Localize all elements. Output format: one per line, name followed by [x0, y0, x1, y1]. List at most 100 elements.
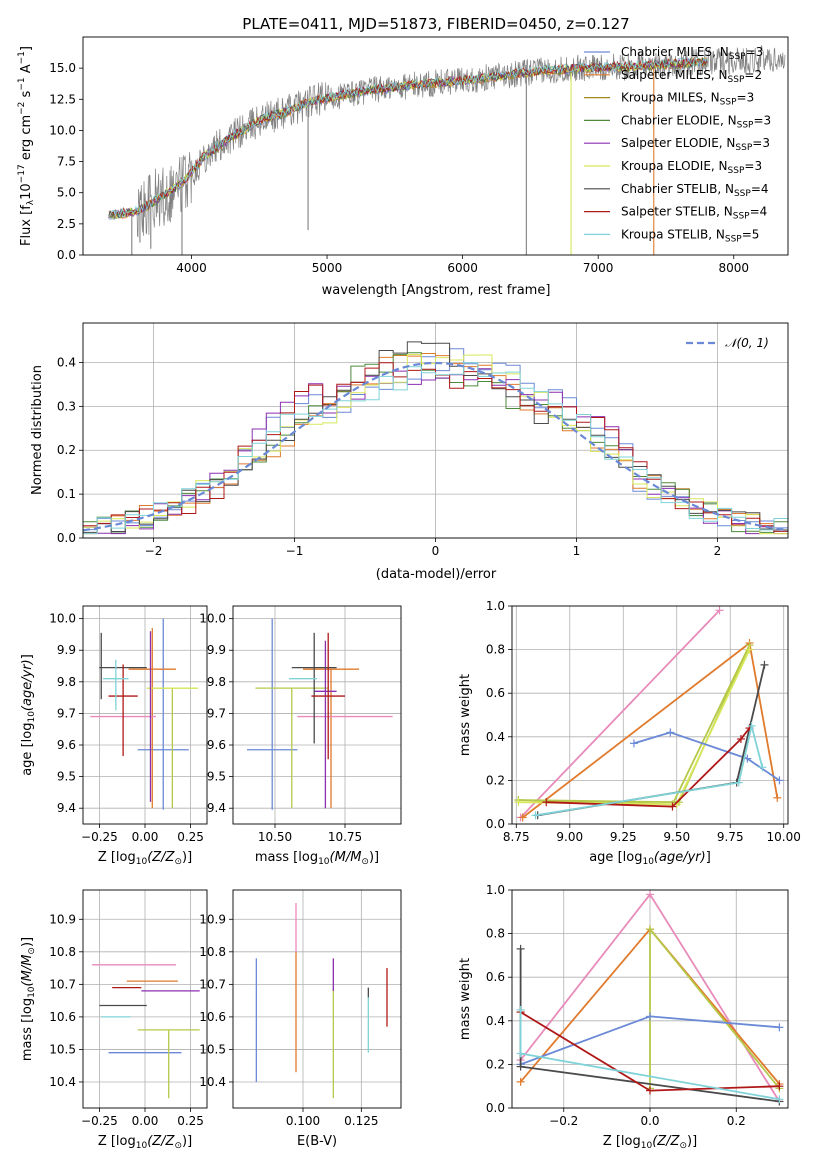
residuals-plot-area: [82, 341, 789, 535]
age-vs-mass-xtick-label: 10.75: [328, 830, 362, 844]
legend-sub: SSP: [737, 120, 754, 130]
legend-sub: SSP: [735, 143, 752, 153]
xlabel-sub: 10: [642, 857, 654, 867]
xlabel-sub: 10: [641, 1141, 653, 1151]
weight-vs-age-ytick-label: 1.0: [486, 599, 505, 613]
weight-vs-age-ylabel: mass weight: [458, 674, 473, 756]
legend-sub: SSP: [733, 212, 750, 222]
legend-sub: SSP: [734, 189, 751, 199]
xlabel-part: ]: [706, 850, 711, 865]
legend-entry: Chabrier MILES, NSSP=3: [621, 45, 763, 62]
weight-vs-z-frame: [511, 889, 789, 1109]
weight-line: [633, 731, 780, 782]
weight-vs-age-panel: 8.75 9.00 9.25 9.50 9.75 10.00 0.0 0.2 0.4 0.6 0.8…: [458, 599, 801, 867]
legend-entry: 𝒩(0, 1): [725, 336, 769, 350]
weight-series: [514, 645, 754, 809]
age-vs-z-xtick-label: 0.00: [132, 830, 159, 844]
mass-vs-ebv-ytick-label: 10.8: [199, 945, 226, 959]
age-vs-z-ytick-label: 10.0: [49, 612, 76, 626]
xlabel-sub: 10: [318, 857, 330, 867]
residuals-ytick-label: 0.2: [57, 443, 76, 457]
errorbar-point: [108, 664, 138, 757]
age-vs-mass-frame: [232, 605, 402, 825]
mass-vs-z-plot-area: [92, 964, 200, 1099]
spectrum-ytick-label: 10.0: [49, 123, 76, 137]
mass-vs-ebv-ytick-label: 10.4: [199, 1075, 226, 1089]
mass-vs-ebv-plot-area: [255, 903, 388, 1099]
legend-suffix: =3: [737, 91, 755, 105]
residuals-xtick-label: −2: [145, 544, 163, 558]
legend-sub: SSP: [729, 52, 746, 62]
figure-title: PLATE=0411, MJD=51873, FIBERID=0450, z=0…: [242, 15, 629, 33]
model-spectrum-stelib_kroupa: [108, 57, 708, 218]
legend-entry: Kroupa STELIB, NSSP=5: [621, 227, 759, 244]
age-vs-mass-ytick-label: 9.8: [207, 675, 226, 689]
age-vs-z-ytick-label: 9.5: [57, 770, 76, 784]
axis-xlabel: age [log10(age/yr)]: [589, 850, 711, 867]
xlabel-part: (M/M: [330, 850, 362, 865]
residuals-ytick-label: 0.4: [57, 355, 76, 369]
legend-suffix: =3: [753, 113, 771, 127]
legend-entry: Kroupa ELODIE, NSSP=3: [621, 159, 762, 176]
ylabel-sub: ⊙: [27, 947, 37, 955]
xlabel-part: (Z/Z: [147, 1134, 175, 1149]
weight-line: [535, 725, 764, 817]
mass-vs-z-ytick-label: 10.8: [49, 945, 76, 959]
weight-vs-z-ytick-label: 0.6: [486, 970, 505, 984]
spectrum-ytick-label: 5.0: [57, 186, 76, 200]
age-vs-mass-ytick-label: 9.7: [207, 706, 226, 720]
weight-vs-z-xtick-label: 0.2: [727, 1114, 746, 1128]
xlabel-part: (age/yr): [654, 850, 706, 865]
age-vs-z-ytick-label: 9.4: [57, 801, 76, 815]
spectrum-ytick-label: 0.0: [57, 248, 76, 262]
ylabel-part: λ: [26, 199, 36, 205]
legend-sub: SSP: [720, 98, 737, 108]
mass-vs-z-grid: [83, 890, 207, 1108]
spectrum-xtick-label: 4000: [176, 261, 207, 275]
residuals-xlabel: (data-model)/error: [376, 567, 497, 582]
ylabel-part: ]: [19, 46, 34, 51]
weight-vs-age-ticks: 8.75 9.00 9.25 9.50 9.75 10.00 0.0 0.2 0.4 0.6 0.8…: [486, 599, 801, 844]
mass-vs-ebv-grid: [233, 890, 401, 1108]
weight-vs-age-ytick-label: 0.0: [486, 817, 505, 831]
residuals-ytick-label: 0.3: [57, 399, 76, 413]
xlabel-part: (Z/Z: [652, 1134, 680, 1149]
weight-vs-z-ytick-label: 1.0: [486, 883, 505, 897]
errorbar-point: [247, 618, 298, 810]
mass-vs-ebv-xlabel: E(B-V): [297, 1134, 337, 1149]
age-vs-z-ytick-label: 9.9: [57, 643, 76, 657]
weight-line: [546, 727, 751, 808]
age-vs-mass-ticks: 10.50 10.75 9.4 9.5 9.6 9.7 9.8 9.9 10.0: [199, 612, 362, 844]
legend-text: Chabrier ELODIE, N: [621, 113, 737, 127]
weight-vs-z-ytick-label: 0.0: [486, 1101, 505, 1115]
mass-vs-z-frame: [82, 889, 208, 1109]
legend-entry: Chabrier STELIB, NSSP=4: [621, 182, 769, 199]
spectrum-xtick-label: 8000: [718, 261, 749, 275]
legend-suffix: =3: [744, 159, 762, 173]
legend-text: Kroupa STELIB, N: [621, 227, 725, 241]
xlabel-sub: ⊙: [174, 1141, 182, 1151]
age-vs-mass-ytick-label: 9.6: [207, 738, 226, 752]
spectrum-ytick-label: 7.5: [57, 155, 76, 169]
residuals-panel: −2 −1 0 1 2 0.0 0.1 0.2 0.3 0.4 𝒩(0, 1) (data-model…: [30, 322, 789, 582]
mass-vs-z-ytick-label: 10.9: [49, 912, 76, 926]
errorbar-point: [255, 687, 329, 809]
xlabel-part: (Z/Z: [147, 850, 175, 865]
legend-text: Kroupa ELODIE, N: [621, 159, 728, 173]
legend-entry: Salpeter STELIB, NSSP=4: [621, 205, 767, 222]
legend-sub: SSP: [725, 234, 742, 244]
errorbar-point: [137, 618, 189, 810]
weight-vs-age-ytick-label: 0.8: [486, 643, 505, 657]
residual-histogram-stelib_chabrier: [83, 341, 788, 533]
residuals-ytick-label: 0.0: [57, 531, 76, 545]
mass-vs-z-xtick-label: −0.25: [81, 1114, 118, 1128]
legend-suffix: =3: [752, 136, 770, 150]
age-vs-z-grid: [83, 606, 207, 824]
mass-vs-metallicity-panel: −0.25 0.00 0.25 10.4 10.5 10.6 10.7 10.8 10.9 Z […: [20, 889, 208, 1151]
ylabel-part: −17: [17, 164, 27, 183]
legend-entry: Kroupa MILES, NSSP=3: [621, 91, 754, 108]
spectrum-xtick-label: 6000: [447, 261, 478, 275]
legend-text: Chabrier STELIB, N: [621, 182, 734, 196]
mass-vs-ebv-ytick-label: 10.5: [199, 1042, 226, 1056]
